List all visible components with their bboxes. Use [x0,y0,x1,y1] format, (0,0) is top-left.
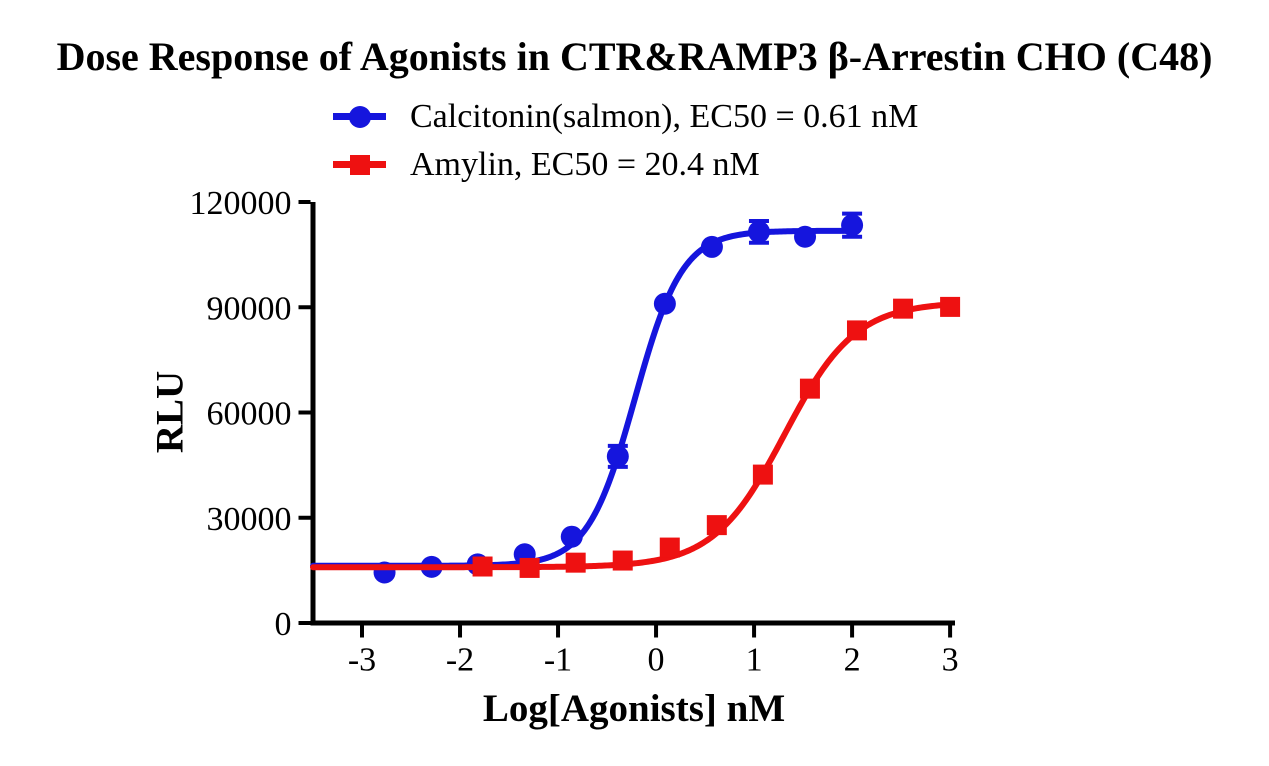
series-0-point [606,445,629,468]
x-tick-label: 0 [648,642,665,679]
series-1-point [846,320,867,341]
x-tick-label: -2 [446,642,474,679]
series-0-point [794,225,817,248]
series-0-point [653,292,676,315]
y-tick-label: 120000 [190,185,292,222]
chart-title: Dose Response of Agonists in CTR&RAMP3 β… [56,34,1213,79]
circle-marker-icon [348,105,371,128]
x-axis-title: Log[Agonists] nM [482,687,786,730]
x-tick-label: -3 [348,642,376,679]
y-tick-label: 30000 [207,501,292,538]
series-0-curve [310,227,856,569]
series-1-point [706,515,727,536]
legend-marker-square-icon [333,151,386,179]
series-1-point [752,464,773,485]
legend-label-calcitonin: Calcitonin(salmon), EC50 = 0.61 nM [410,97,919,135]
x-tick-label: -1 [544,642,572,679]
y-tick-label: 60000 [207,396,292,433]
series-1-point [565,552,586,573]
legend-item-calcitonin: Calcitonin(salmon), EC50 = 0.61 nM [333,96,918,137]
x-tick-label: 2 [844,642,861,679]
series-1-point [893,298,914,319]
series-1-point [799,378,820,399]
x-tick-label: 3 [942,642,959,679]
series-1-point [612,550,633,571]
series-1-point [519,557,540,578]
y-tick-label: 90000 [207,290,292,327]
series-1-point [940,296,961,317]
series-0-point [560,525,583,548]
y-axis-title: RLU [148,370,192,454]
square-marker-icon [349,154,370,175]
legend-marker-circle-icon [333,103,386,131]
series-0-point [841,214,864,237]
series-0-point [747,220,770,243]
legend-item-amylin: Amylin, EC50 = 20.4 nM [333,144,918,185]
series-0-point [700,235,723,258]
y-tick-label: 0 [275,606,292,643]
x-tick-label: 1 [746,642,763,679]
series-1-point [659,537,680,558]
series-1-point [472,556,493,577]
legend-label-amylin: Amylin, EC50 = 20.4 nM [410,145,760,183]
legend: Calcitonin(salmon), EC50 = 0.61 nM Amyli… [333,96,918,185]
series-1-curve [310,301,954,571]
